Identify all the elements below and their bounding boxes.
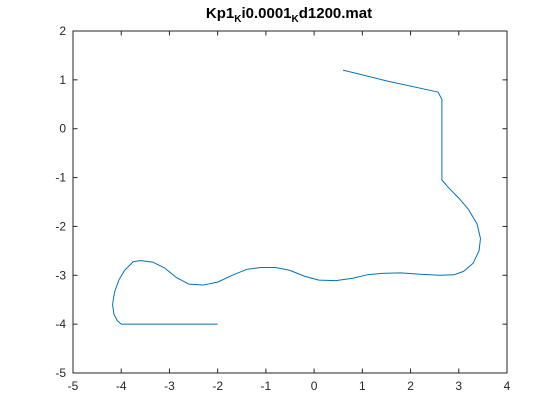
x-tick-label: 4 (504, 379, 511, 393)
series-line (112, 69, 481, 325)
chart-title-part: K (234, 14, 242, 25)
x-tick-label: -5 (68, 379, 79, 393)
y-tick-label: -3 (55, 268, 66, 282)
plot-area (73, 31, 507, 373)
x-tick-label: -3 (164, 379, 175, 393)
x-axis: -5 -4 -3 -2 -1 0 1 2 3 4 (68, 31, 511, 393)
y-tick-label: 2 (59, 24, 66, 38)
x-tick-label: -4 (116, 379, 127, 393)
y-tick-label: -1 (55, 171, 66, 185)
chart-title-part: K (292, 14, 300, 25)
chart-title-part: d1200.mat (299, 5, 372, 22)
y-tick-label: 1 (59, 73, 66, 87)
y-tick-label: -5 (55, 366, 66, 380)
axes-box (72, 30, 508, 374)
x-tick-label: 3 (455, 379, 462, 393)
x-tick-label: 0 (311, 379, 318, 393)
x-tick-label: 1 (359, 379, 366, 393)
chart-title-part: i0.0001 (241, 5, 291, 22)
y-axis: -5 -4 -3 -2 -1 0 1 2 (55, 24, 507, 380)
y-tick-label: -4 (55, 317, 66, 331)
x-tick-label: -1 (261, 379, 272, 393)
x-tick-label: 2 (407, 379, 414, 393)
x-tick-label: -2 (212, 379, 223, 393)
data-layer (112, 69, 481, 325)
y-tick-label: -2 (55, 219, 66, 233)
chart-title: Kp1Ki0.0001Kd1200.mat (206, 5, 372, 25)
y-tick-label: 0 (59, 122, 66, 136)
chart-title-part: Kp1 (206, 5, 234, 22)
